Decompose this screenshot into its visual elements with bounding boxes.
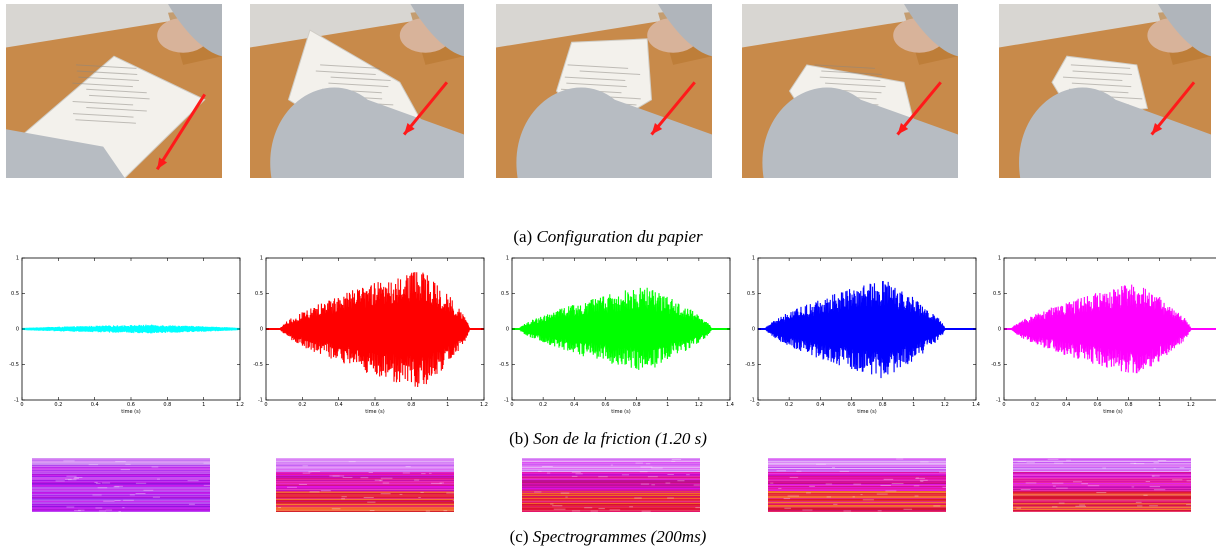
x-tick-label: 0 — [510, 402, 513, 408]
photo-curled-medium — [496, 4, 712, 178]
x-tick-label: 0.4 — [570, 402, 578, 408]
x-tick-label: 0 — [756, 402, 759, 408]
x-tick-label: 0.6 — [371, 402, 379, 408]
caption-a: (a) Configuration du papier — [0, 227, 1216, 247]
photo-crumpled — [999, 4, 1211, 178]
x-axis-label: time (s) — [857, 409, 876, 415]
waveform-line — [1004, 285, 1216, 374]
y-tick-label: 1 — [506, 256, 509, 262]
x-tick-label: 0.6 — [127, 402, 135, 408]
waveform-chart-2: 0 0.2 0.4 0.6 0.8 1 1.2 -1 -0.5 0 0.5 1 time (s) — [248, 256, 488, 414]
spectrogram-2 — [276, 458, 454, 512]
x-tick-label: 0.8 — [633, 402, 641, 408]
y-tick-label: 0 — [998, 327, 1001, 333]
y-tick-label: 0.5 — [993, 291, 1001, 297]
waveform-chart-4: 0 0.2 0.4 0.6 0.8 1 1.2 1.4 -1 -0.5 0 0.5 1 time (s) — [740, 256, 980, 414]
x-tick-label: 0.8 — [163, 402, 171, 408]
x-tick-label: 0.4 — [335, 402, 343, 408]
caption-b-text: Son de la friction (1.20 s) — [533, 429, 707, 448]
x-tick-label: 0 — [20, 402, 23, 408]
spectrogram-1 — [32, 458, 210, 512]
x-axis-label: time (s) — [1103, 409, 1122, 415]
photo-flat-paper — [6, 4, 222, 178]
x-tick-label: 1 — [446, 402, 449, 408]
x-axis-label: time (s) — [121, 409, 140, 415]
waveform-line — [22, 325, 240, 334]
caption-c-text: Spectrogrammes (200ms) — [533, 527, 707, 546]
x-tick-label: 0 — [1002, 402, 1005, 408]
x-tick-label: 0.2 — [54, 402, 62, 408]
x-tick-label: 1.2 — [941, 402, 949, 408]
y-tick-label: -0.5 — [745, 362, 755, 368]
waveform-chart-3: 0 0.2 0.4 0.6 0.8 1 1.2 1.4 -1 -0.5 0 0.5 1 time (s) — [494, 256, 734, 414]
spectrogram-4 — [768, 458, 946, 512]
y-tick-label: 0 — [16, 327, 19, 333]
waveform-line — [512, 288, 730, 370]
x-tick-label: 1.4 — [726, 402, 734, 408]
x-tick-label: 0.4 — [1062, 402, 1070, 408]
caption-c: (c) Spectrogrammes (200ms) — [0, 527, 1216, 547]
x-tick-label: 1.2 — [480, 402, 488, 408]
y-tick-label: 0 — [506, 327, 509, 333]
x-tick-label: 1 — [202, 402, 205, 408]
x-tick-label: 1 — [912, 402, 915, 408]
y-tick-label: -1 — [258, 398, 263, 404]
y-tick-label: -1 — [504, 398, 509, 404]
spectrogram-3 — [522, 458, 700, 512]
x-tick-label: 1.2 — [695, 402, 703, 408]
caption-c-tag: (c) — [510, 527, 529, 546]
y-tick-label: -1 — [14, 398, 19, 404]
y-tick-label: 0.5 — [747, 291, 755, 297]
caption-b-tag: (b) — [509, 429, 529, 448]
x-tick-label: 0.6 — [1093, 402, 1101, 408]
y-tick-label: 0.5 — [11, 291, 19, 297]
x-axis-label: time (s) — [611, 409, 630, 415]
y-tick-label: 0 — [260, 327, 263, 333]
y-tick-label: 1 — [260, 256, 263, 262]
x-tick-label: 0.6 — [601, 402, 609, 408]
spectrogram-5 — [1013, 458, 1191, 512]
photo-curled-low — [742, 4, 958, 178]
x-tick-label: 0.8 — [1125, 402, 1133, 408]
y-tick-label: -0.5 — [499, 362, 509, 368]
caption-a-text: Configuration du papier — [536, 227, 702, 246]
x-tick-label: 0.6 — [847, 402, 855, 408]
y-tick-label: 1 — [16, 256, 19, 262]
y-tick-label: -1 — [996, 398, 1001, 404]
x-tick-label: 0.4 — [91, 402, 99, 408]
y-tick-label: -1 — [750, 398, 755, 404]
x-tick-label: 0.8 — [879, 402, 887, 408]
waveform-line — [758, 281, 976, 378]
x-tick-label: 1 — [1158, 402, 1161, 408]
x-tick-label: 0.2 — [785, 402, 793, 408]
y-tick-label: 0.5 — [255, 291, 263, 297]
x-tick-label: 0.4 — [816, 402, 824, 408]
x-axis-label: time (s) — [365, 409, 384, 415]
y-tick-label: -0.5 — [9, 362, 19, 368]
y-tick-label: 1 — [998, 256, 1001, 262]
x-tick-label: 1.2 — [1187, 402, 1195, 408]
x-tick-label: 0 — [264, 402, 267, 408]
y-tick-label: 0 — [752, 327, 755, 333]
photo-curled-high — [250, 4, 464, 178]
x-tick-label: 1 — [666, 402, 669, 408]
caption-a-tag: (a) — [513, 227, 532, 246]
photo-row — [0, 0, 1216, 180]
x-tick-label: 1.2 — [236, 402, 244, 408]
x-tick-label: 0.2 — [1031, 402, 1039, 408]
waveform-chart-1: 0 0.2 0.4 0.6 0.8 1 1.2 -1 -0.5 0 0.5 1 time (s) — [4, 256, 244, 414]
y-tick-label: 1 — [752, 256, 755, 262]
y-tick-label: -0.5 — [991, 362, 1001, 368]
y-tick-label: -0.5 — [253, 362, 263, 368]
y-tick-label: 0.5 — [501, 291, 509, 297]
waveform-line — [266, 272, 484, 387]
x-tick-label: 0.8 — [407, 402, 415, 408]
x-tick-label: 0.2 — [539, 402, 547, 408]
x-tick-label: 1.4 — [972, 402, 980, 408]
caption-b: (b) Son de la friction (1.20 s) — [0, 429, 1216, 449]
x-tick-label: 0.2 — [298, 402, 306, 408]
